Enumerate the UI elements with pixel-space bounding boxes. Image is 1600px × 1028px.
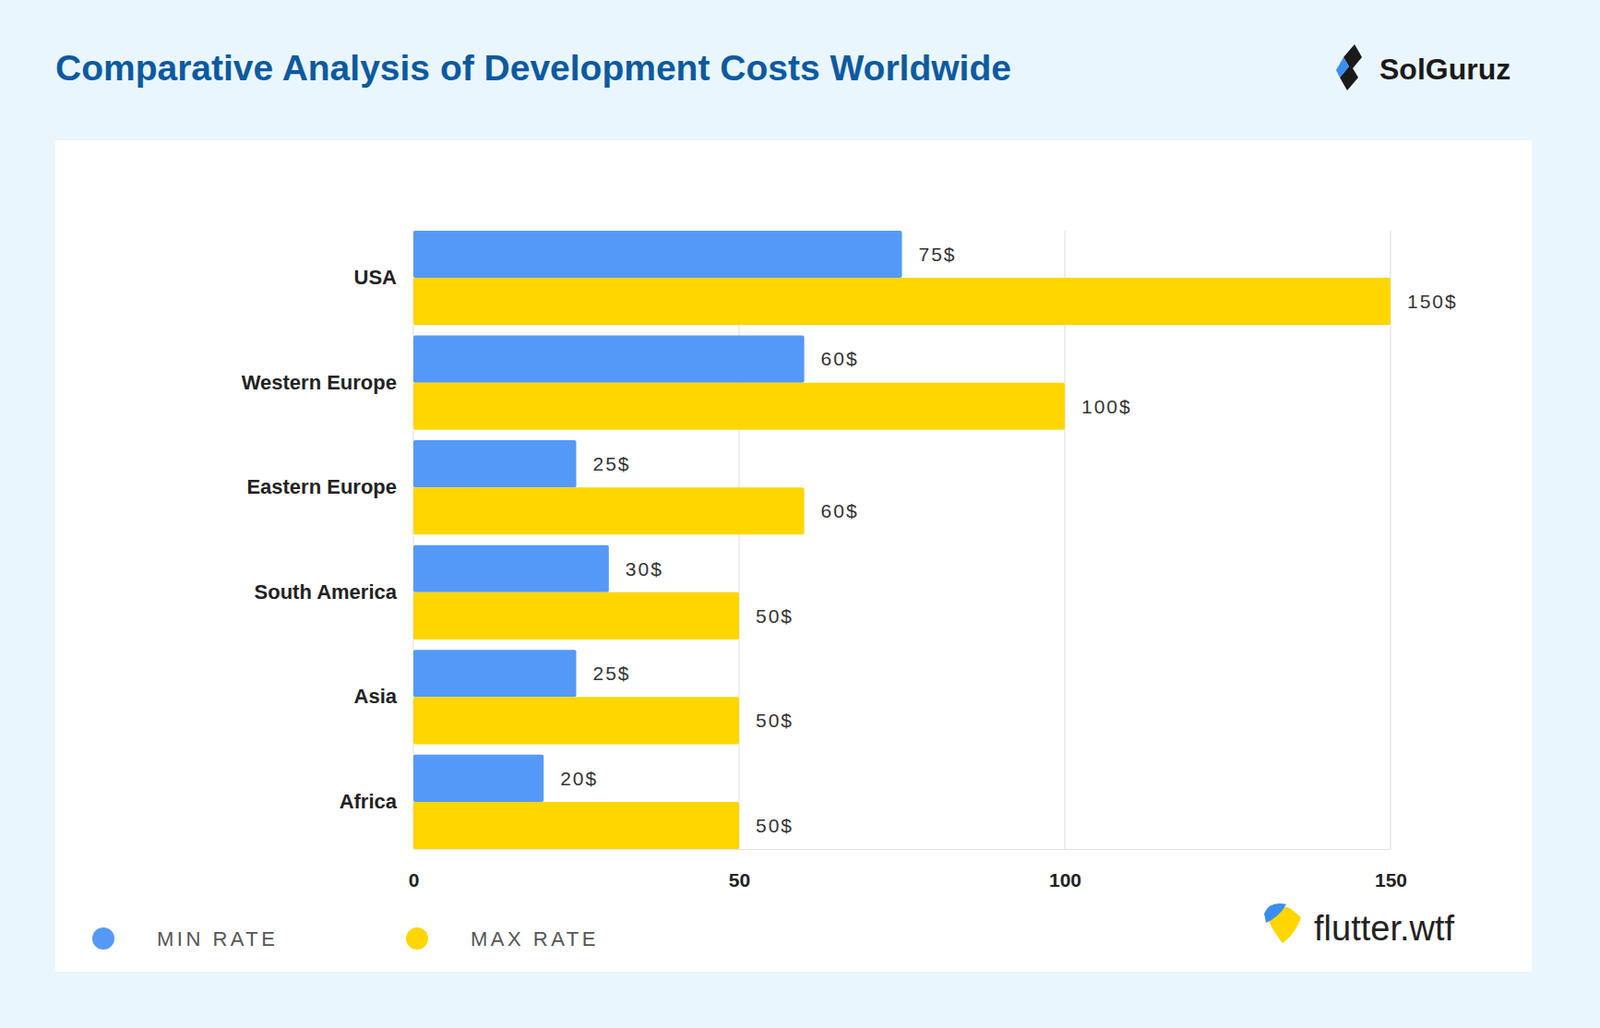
tick: 100 [1049, 848, 1082, 891]
data-label: 50$ [755, 814, 794, 836]
background [0, 0, 1600, 1028]
bar [413, 335, 805, 383]
legend-item: MIN RATE [92, 927, 278, 951]
data-label: 20$ [560, 767, 598, 789]
data-label: 50$ [755, 605, 794, 627]
tick-label: 100 [1049, 869, 1082, 891]
logo-icon-accent [1336, 57, 1350, 78]
bar [413, 230, 903, 278]
tick: Eastern Europe [246, 475, 397, 499]
tick: 50 [728, 848, 751, 891]
logo-top: SolGuruz [1336, 44, 1511, 91]
data-label: 25$ [593, 662, 632, 684]
legend-label: MIN RATE [156, 927, 278, 951]
logo-text: SolGuruz [1379, 52, 1511, 86]
logo-text: flutter.wtf [1313, 908, 1455, 948]
category-label: Western Europe [241, 370, 397, 395]
category-label: USA [354, 265, 398, 289]
axis-line [414, 848, 1392, 850]
legend-item: MAX RATE [405, 927, 599, 951]
category-axis: USA Western Europe Eastern Europe South Ame… [241, 265, 398, 813]
category-label: Asia [354, 684, 398, 708]
bar [413, 545, 609, 593]
category-label: Eastern Europe [246, 475, 397, 499]
data-label: 100$ [1081, 395, 1133, 418]
legend-swatch [405, 927, 429, 950]
data-label: 30$ [625, 558, 664, 580]
tick: Africa [339, 789, 398, 813]
bar [413, 592, 740, 640]
data-label: 50$ [755, 709, 794, 731]
tick: USA [354, 265, 398, 289]
bar [413, 440, 577, 488]
tick: South America [254, 580, 398, 604]
grid [413, 230, 1391, 849]
value-axis: 0 50 100 150 [408, 848, 1408, 891]
tick-label: 50 [728, 869, 751, 891]
legend-swatch [92, 927, 115, 950]
bar [413, 801, 740, 849]
logo-bottom: flutter.wtf [1264, 903, 1455, 948]
tick: 150 [1374, 848, 1408, 891]
category-label: Africa [339, 789, 398, 813]
data-label: 60$ [821, 347, 860, 370]
tick: Western Europe [241, 370, 397, 395]
title: Comparative Analysis of Development Cost… [55, 47, 1012, 88]
bar [413, 649, 577, 697]
bar [413, 754, 544, 802]
data-labels: 75$ 60$ 25$ 30$ 25$ 20$ 150$ 100$ 60$ 50$ 50$ 50$ [560, 243, 1458, 836]
category-label: South America [254, 580, 398, 604]
logo-icon-accent [1264, 903, 1287, 923]
card [55, 140, 1532, 972]
tick-label: 150 [1374, 869, 1408, 891]
data-label: 75$ [919, 243, 957, 265]
bars [413, 230, 1391, 849]
data-label: 25$ [593, 453, 632, 475]
data-label: 150$ [1407, 290, 1458, 312]
bar [413, 696, 740, 744]
data-label: 60$ [821, 500, 860, 522]
tick: 0 [408, 848, 420, 891]
tick-label: 0 [408, 869, 420, 891]
bar [413, 277, 1391, 325]
legend: MIN RATE MAX RATE [92, 927, 599, 951]
tick: Asia [354, 684, 398, 708]
bar [413, 382, 1065, 430]
legend-label: MAX RATE [470, 927, 599, 951]
bar [413, 487, 805, 535]
